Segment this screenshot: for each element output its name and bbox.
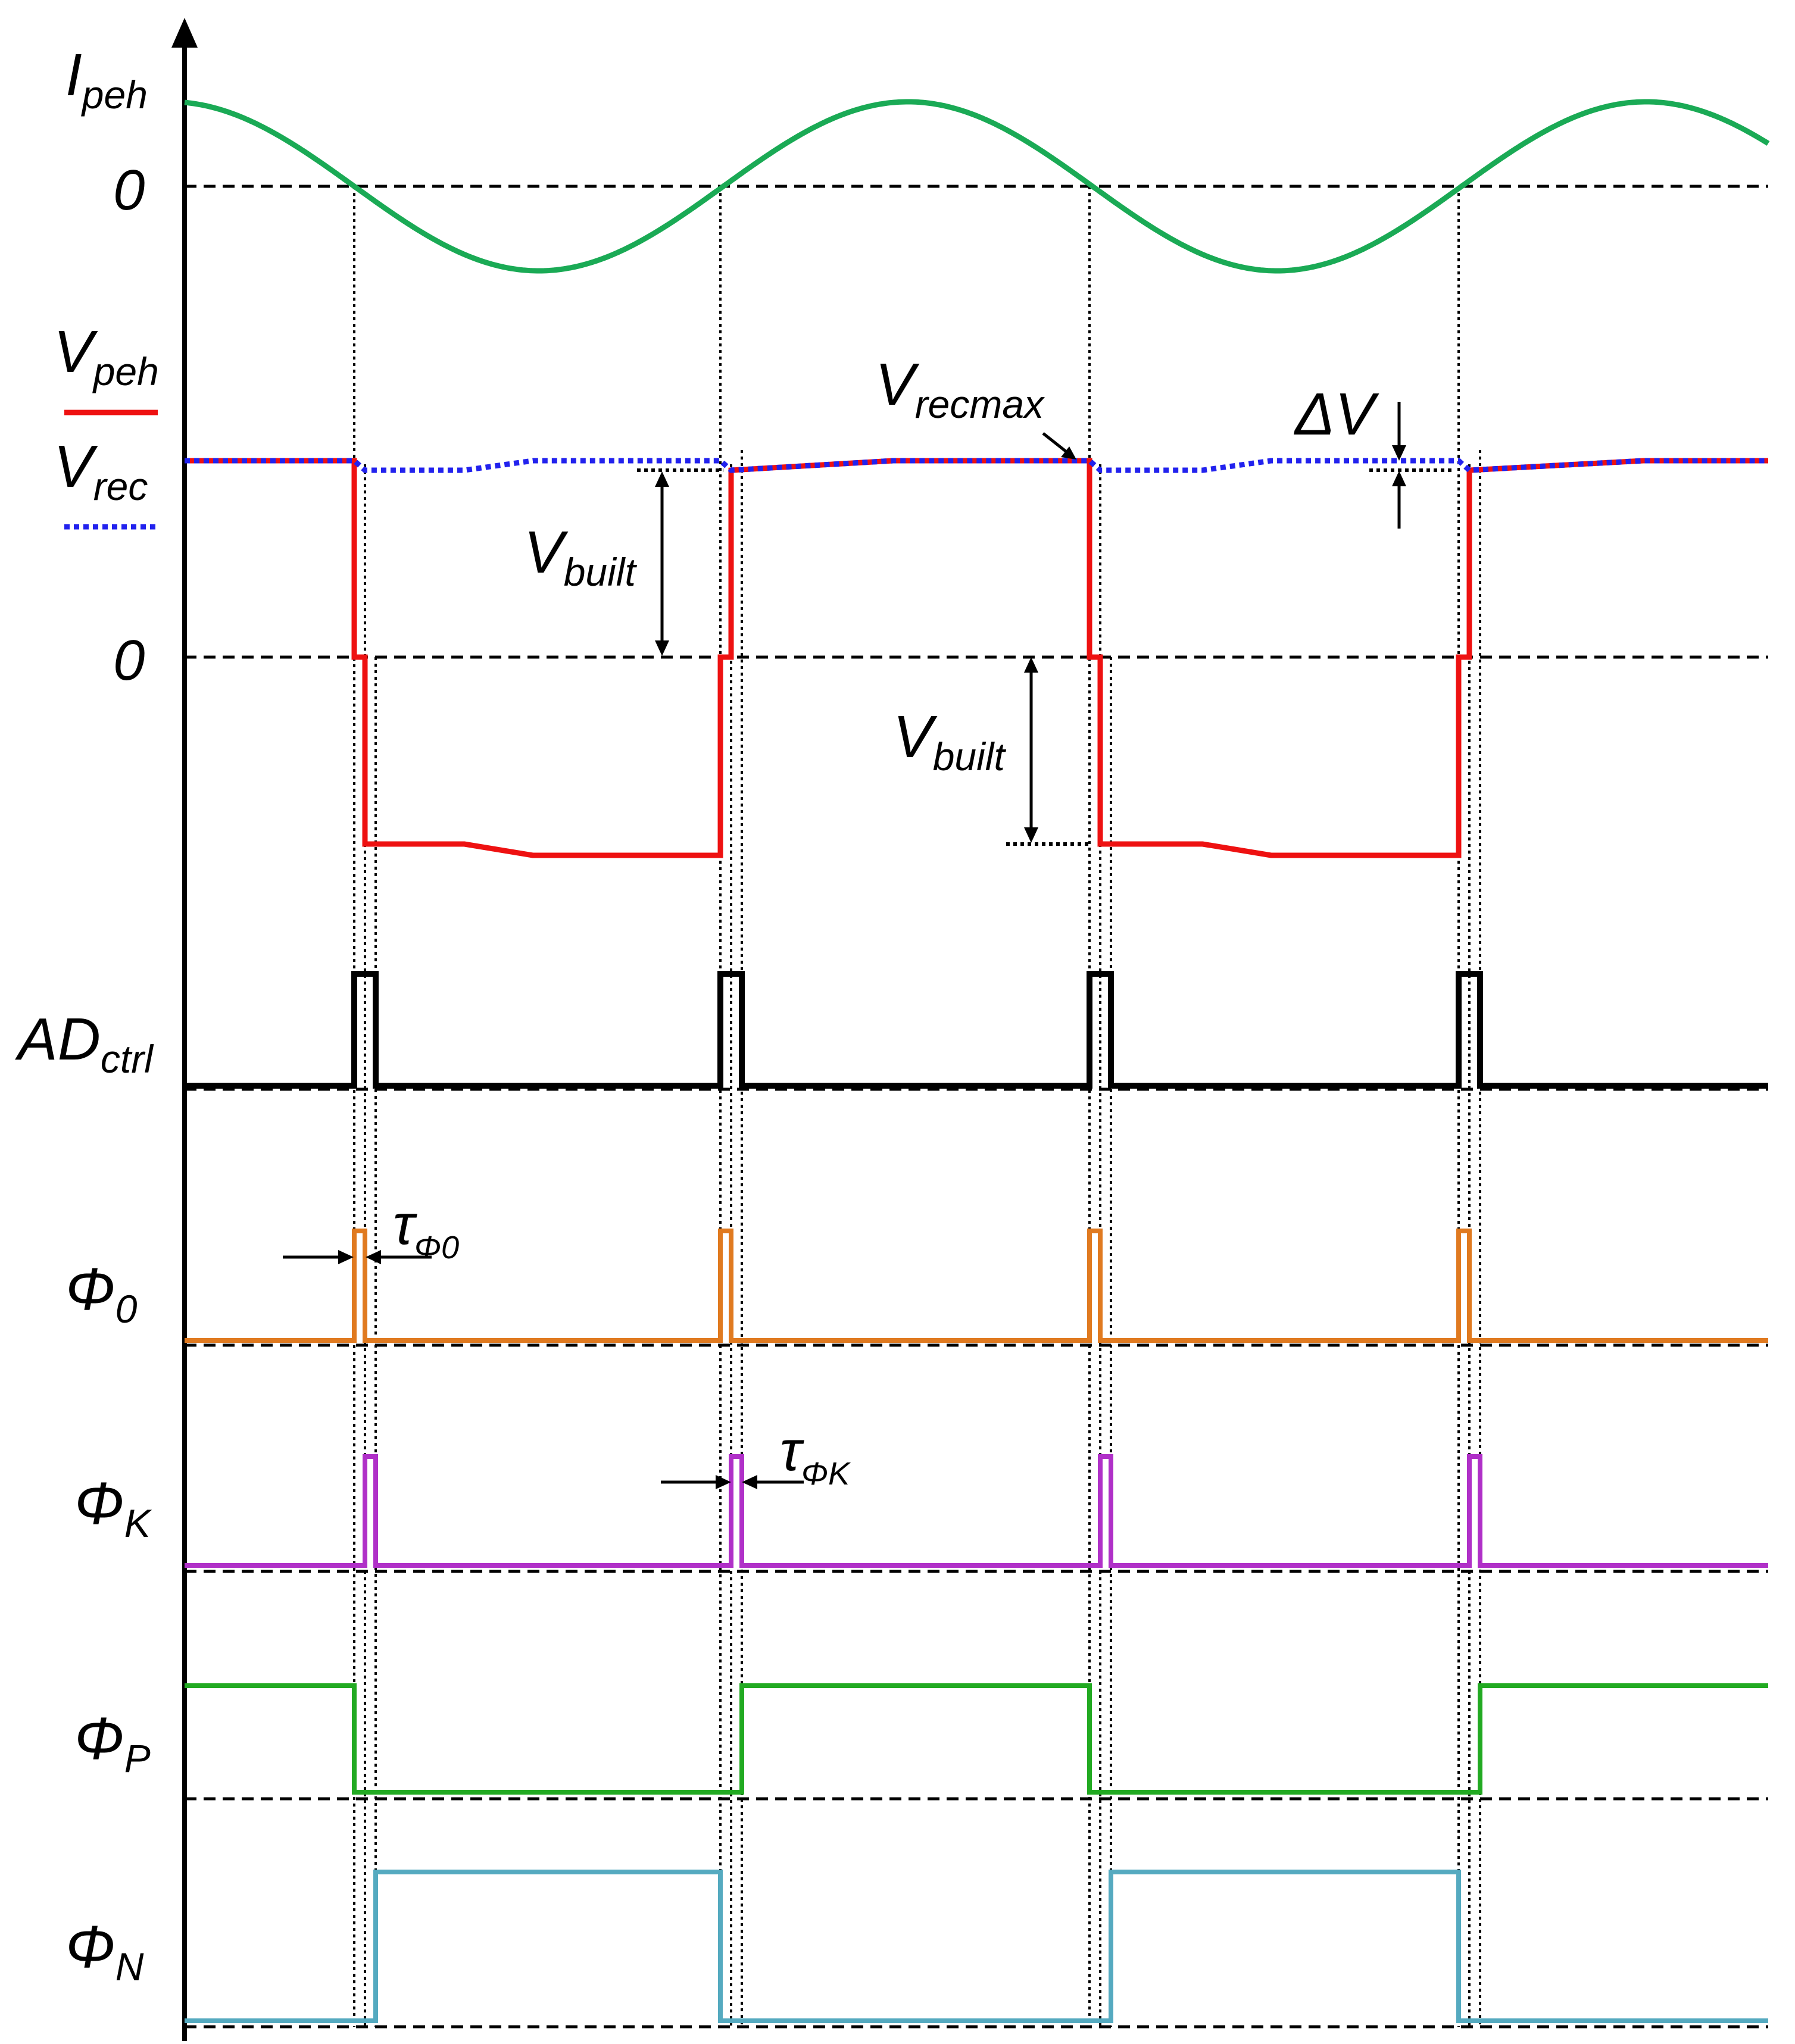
tau-phi0-annotation: τΦ0 [393,1193,459,1265]
ipeh-waveform [184,99,1770,274]
phip-label: ΦP [74,1705,151,1780]
vrec-waveform [185,458,1768,473]
adctrl-label: ADctrl [15,1006,154,1081]
delta-v-annotation: ΔV [1294,381,1379,448]
delta-v-top-arrow-icon [1392,445,1406,461]
phip-waveform [185,1683,1768,1795]
phin-label: ΦN [65,1914,144,1989]
tau-phik-right-arrow-icon [742,1475,757,1489]
vbuilt-lower-annotation: Vbuilt [893,704,1006,779]
vbuilt-upper-annotation: Vbuilt [524,519,637,594]
vrec-label: Vrec [54,433,148,508]
tau-phi0-right-arrow-icon [366,1250,381,1264]
vrecmax-arrow-icon [1061,446,1076,460]
vpeh-zero-label: 0 [113,629,145,692]
vbuilt-lower-arrow-top-icon [1024,657,1038,673]
vrecmax-annotation: Vrecmax [875,351,1045,426]
phi0-waveform [185,1229,1768,1343]
ipeh-label: Ipeh [65,42,148,117]
tau-phi0-left-arrow-icon [338,1250,354,1264]
delta-v-bottom-arrow-icon [1392,471,1406,486]
phin-waveform [185,1870,1768,2023]
phi0-label: Φ0 [65,1256,138,1331]
vbuilt-upper-arrow-bottom-icon [655,640,669,656]
vrecmax-pointer [1042,432,1070,455]
adctrl-waveform [185,971,1768,1089]
phik-waveform [185,1454,1768,1568]
tau-phik-annotation: τΦK [780,1419,851,1492]
vbuilt-upper-arrow-top-icon [655,471,669,487]
phik-label: ΦK [74,1470,152,1545]
axis-arrow-icon [171,18,198,48]
ipeh-zero-label: 0 [113,158,145,222]
tau-phik-left-arrow-icon [716,1475,731,1489]
vpeh-label: Vpeh [54,318,159,393]
vbuilt-lower-arrow-bottom-icon [1024,827,1038,843]
